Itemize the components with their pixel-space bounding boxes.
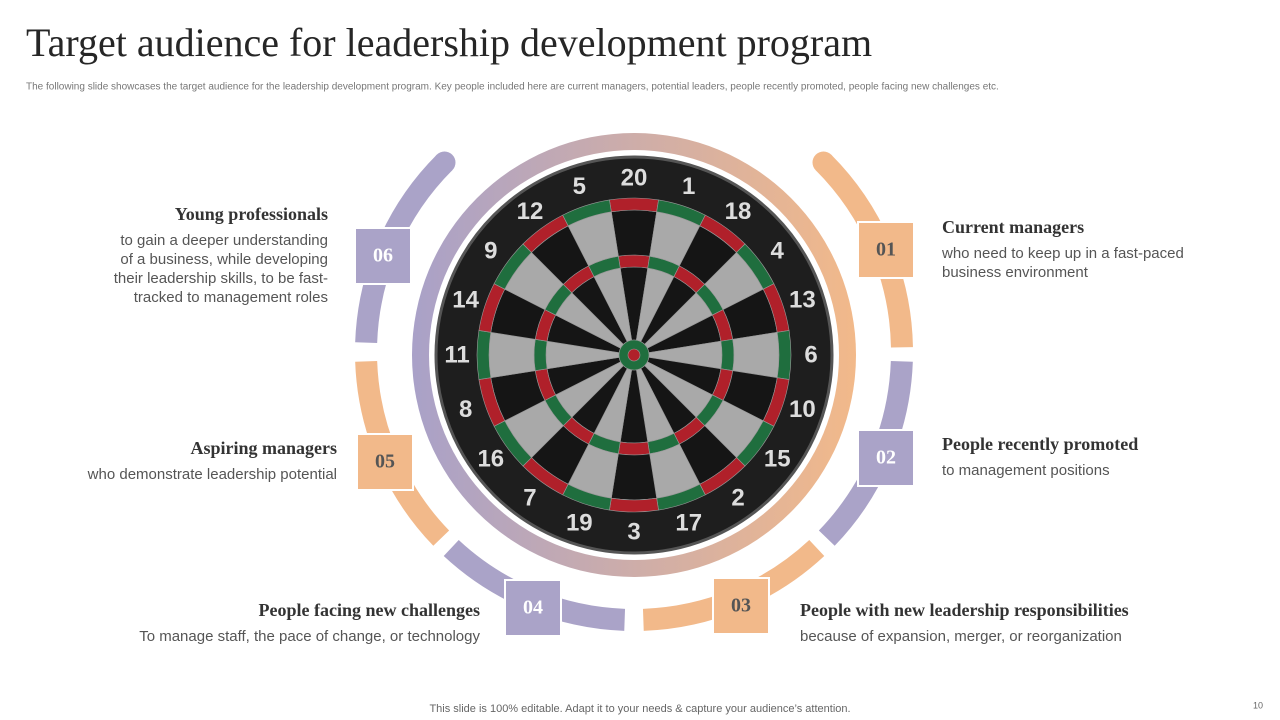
- board-number: 14: [452, 287, 479, 314]
- board-number: 18: [725, 198, 752, 225]
- board-number: 1: [682, 173, 695, 200]
- item-description: because of expansion, merger, or reorgan…: [800, 628, 1122, 645]
- ring-cap: [812, 151, 835, 174]
- board-number: 8: [459, 396, 472, 423]
- number-label: 03: [731, 595, 751, 617]
- item-heading: Young professionals: [175, 204, 328, 224]
- board-number: 17: [675, 510, 702, 537]
- footer-note: This slide is 100% editable. Adapt it to…: [429, 703, 850, 715]
- ring-cap: [433, 151, 456, 174]
- board-double: [609, 197, 659, 213]
- board-double: [776, 330, 792, 380]
- number-box: [712, 577, 770, 635]
- board-number: 9: [484, 237, 497, 264]
- number-box: [354, 227, 412, 285]
- board-double: [609, 497, 659, 513]
- item-heading: Current managers: [942, 217, 1084, 237]
- board-treble: [533, 339, 548, 371]
- board-number: 10: [789, 396, 816, 423]
- board-single: [488, 331, 536, 379]
- board-number: 5: [573, 173, 586, 200]
- item-heading: Aspiring managers: [190, 438, 337, 458]
- number-label: 06: [373, 245, 393, 267]
- number-box: [857, 221, 915, 279]
- bullseye: [627, 348, 641, 362]
- item-heading: People recently promoted: [942, 434, 1138, 454]
- number-label: 05: [375, 451, 395, 473]
- page-number: 10: [1253, 700, 1263, 710]
- board-number: 19: [566, 510, 593, 537]
- board-single: [610, 453, 658, 501]
- board-number: 15: [764, 445, 791, 472]
- item-description: their leadership skills, to be fast-: [114, 270, 328, 287]
- board-number: 11: [444, 341, 469, 368]
- number-label: 01: [876, 239, 896, 261]
- item-description: of a business, while developing: [120, 251, 328, 268]
- board-double: [562, 199, 612, 227]
- board-number: 13: [789, 287, 816, 314]
- board-number: 7: [523, 485, 536, 512]
- board-number: 20: [621, 164, 648, 191]
- board-single: [610, 209, 658, 257]
- item-description: to gain a deeper understanding: [120, 232, 328, 249]
- board-number: 2: [731, 485, 744, 512]
- board-number: 12: [517, 198, 544, 225]
- dartboard: 20 1 18 413 6 10 15 2 17 3 19 7 168 11 149 12 5: [434, 155, 834, 555]
- item-description: business environment: [942, 264, 1089, 281]
- board-double: [476, 330, 492, 380]
- item-description: to management positions: [942, 462, 1110, 479]
- board-treble: [618, 441, 650, 456]
- number-box: [857, 429, 915, 487]
- item-heading: People with new leadership responsibilit…: [800, 600, 1129, 620]
- item-description: who need to keep up in a fast-paced: [941, 245, 1184, 262]
- board-number: 16: [477, 445, 504, 472]
- items: 01 Current managers who need to keep up in…: [87, 204, 1184, 645]
- board-number: 3: [627, 518, 640, 545]
- number-box: [504, 579, 562, 637]
- board-number: 6: [804, 341, 817, 368]
- board-treble: [720, 339, 735, 371]
- number-box: [356, 433, 414, 491]
- title: Target audience for leadership developme…: [26, 20, 872, 65]
- board-number: 4: [771, 237, 785, 264]
- board-treble: [618, 254, 650, 269]
- board-single: [732, 331, 780, 379]
- item-description: tracked to management roles: [134, 289, 328, 306]
- number-label: 02: [876, 447, 896, 469]
- number-label: 04: [523, 597, 543, 619]
- subtitle: The following slide showcases the target…: [26, 82, 999, 93]
- item-heading: People facing new challenges: [259, 600, 480, 620]
- item-description: To manage staff, the pace of change, or …: [139, 628, 480, 645]
- item-description: who demonstrate leadership potential: [87, 466, 337, 483]
